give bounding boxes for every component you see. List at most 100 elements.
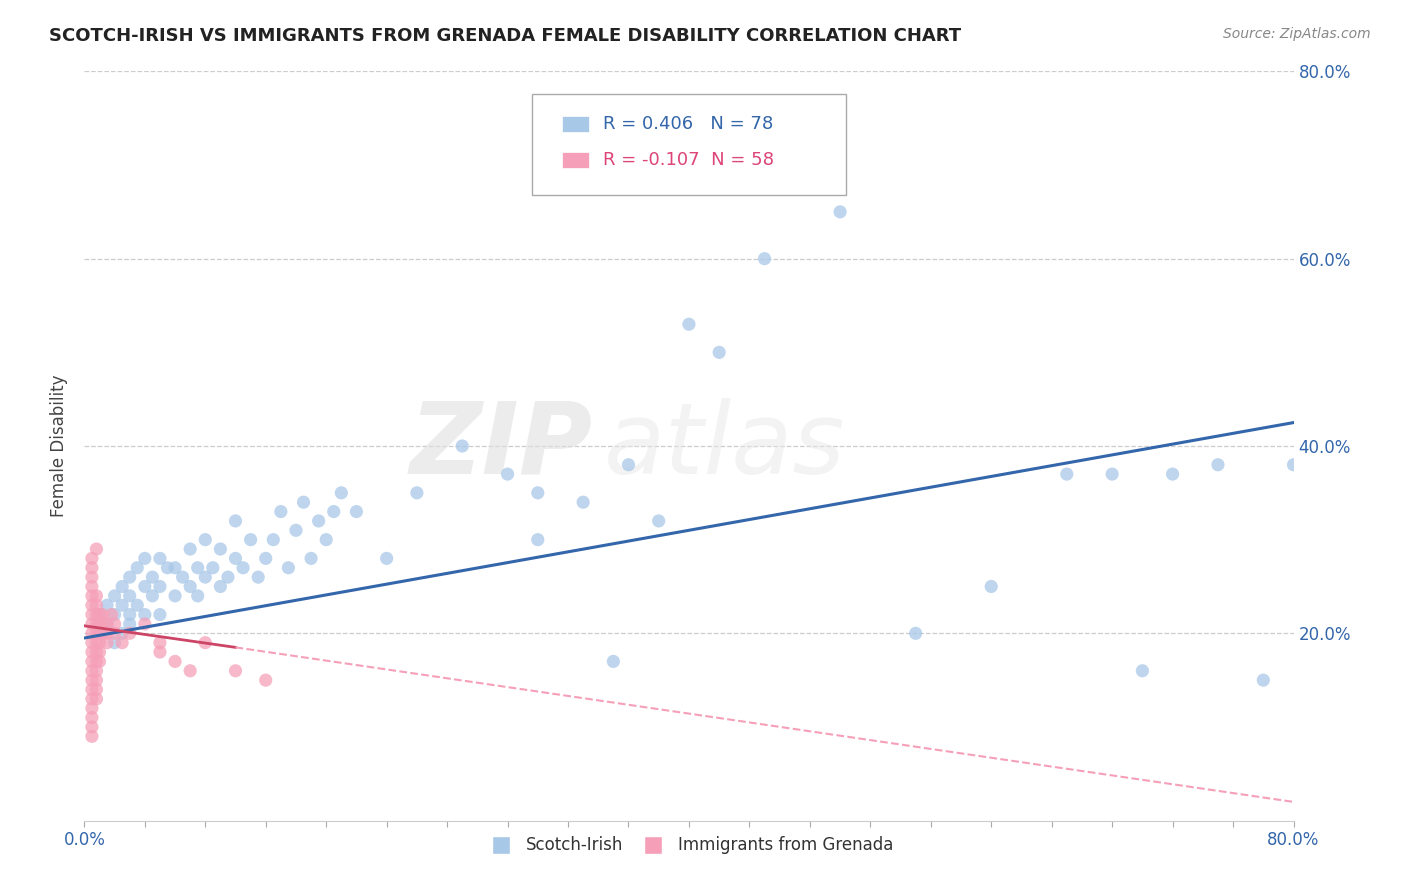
Point [527,486,550,500]
Y-axis label: Female Disability: Female Disability [51,375,69,517]
Point [96,599,118,613]
Point [225,551,247,566]
Point [156,561,179,575]
Point [904,626,927,640]
Text: SCOTCH-IRISH VS IMMIGRANTS FROM GRENADA FEMALE DISABILITY CORRELATION CHART: SCOTCH-IRISH VS IMMIGRANTS FROM GRENADA … [49,27,962,45]
Point [527,533,550,547]
Point [86,599,108,613]
Point [1206,458,1229,472]
Point [330,486,353,500]
Point [165,589,187,603]
Point [91,617,114,632]
Point [980,580,1002,594]
Point [201,561,224,575]
Bar [562,152,589,168]
Point [89,607,111,622]
Point [1161,467,1184,482]
Point [80,551,103,566]
Point [118,617,141,632]
Point [209,580,232,594]
Point [89,645,111,659]
Text: ZIP: ZIP [409,398,592,494]
Point [80,561,103,575]
Point [225,514,247,528]
Point [118,589,141,603]
Point [179,580,201,594]
Point [299,551,322,566]
Point [86,542,108,557]
Point [617,458,640,472]
Point [80,655,103,669]
Point [96,626,118,640]
Point [118,607,141,622]
Point [709,345,731,359]
Point [194,570,217,584]
Point [1101,467,1123,482]
Point [80,635,103,649]
Point [254,673,277,688]
Point [496,467,519,482]
Point [187,561,209,575]
Text: Source: ZipAtlas.com: Source: ZipAtlas.com [1223,27,1371,41]
Point [572,495,595,509]
Point [89,626,111,640]
Point [89,635,111,649]
Text: atlas: atlas [605,398,846,494]
Point [80,626,103,640]
Point [80,701,103,715]
Point [80,607,103,622]
Point [80,589,103,603]
Point [165,561,187,575]
Point [194,533,217,547]
FancyBboxPatch shape [531,94,846,195]
Legend: Scotch-Irish, Immigrants from Grenada: Scotch-Irish, Immigrants from Grenada [478,830,900,861]
Point [149,580,172,594]
Point [80,682,103,697]
Point [451,439,474,453]
Point [308,514,330,528]
Point [149,645,172,659]
Point [89,655,111,669]
Point [91,626,114,640]
Point [96,635,118,649]
Point [80,645,103,659]
Point [86,673,108,688]
Point [127,561,149,575]
Point [315,533,337,547]
Point [1056,467,1078,482]
Point [111,626,134,640]
Point [217,570,239,584]
Point [134,580,156,594]
Point [89,626,111,640]
Point [80,617,103,632]
Point [149,635,172,649]
Point [104,617,127,632]
Point [406,486,429,500]
Point [602,655,624,669]
Point [80,673,103,688]
Point [648,514,671,528]
Point [172,570,194,584]
Point [86,607,108,622]
Point [127,599,149,613]
Point [232,561,254,575]
Point [100,607,122,622]
Point [247,570,270,584]
Point [149,607,172,622]
Point [80,692,103,706]
Point [104,607,127,622]
Point [86,682,108,697]
Point [225,664,247,678]
Point [86,645,108,659]
Point [80,720,103,734]
Point [346,505,368,519]
Text: R = 0.406   N = 78: R = 0.406 N = 78 [603,115,773,133]
Point [104,635,127,649]
Point [141,570,163,584]
Point [118,626,141,640]
Point [86,626,108,640]
Point [134,617,156,632]
Point [118,570,141,584]
Point [179,542,201,557]
Point [239,533,262,547]
